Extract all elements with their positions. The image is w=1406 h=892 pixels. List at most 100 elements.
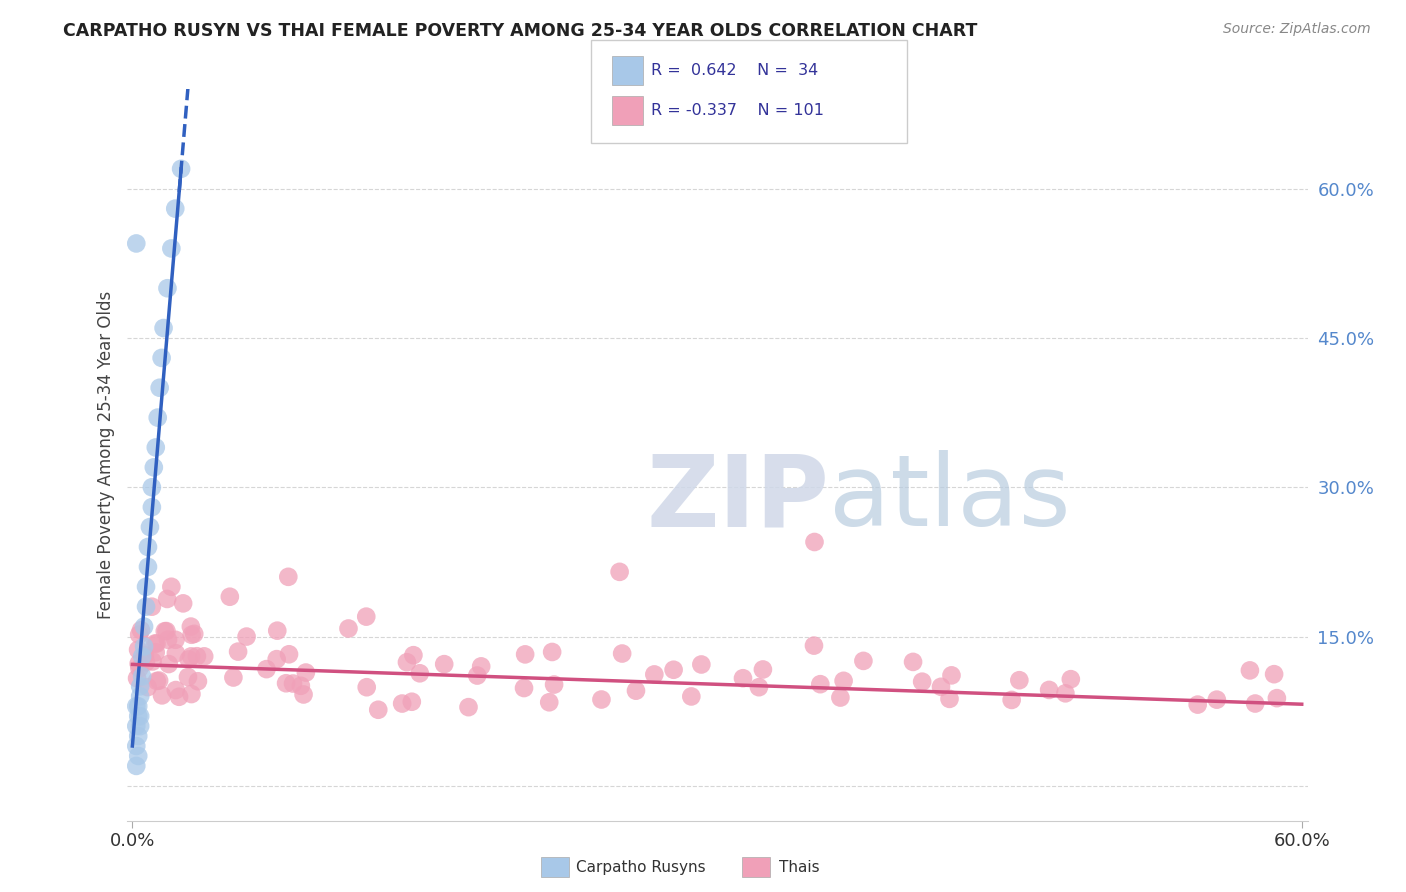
Point	[830, 690, 852, 705]
Point	[681, 690, 703, 704]
Point	[160, 242, 183, 256]
Point	[832, 673, 855, 688]
Point	[274, 676, 297, 690]
Point	[145, 636, 167, 650]
Point	[127, 748, 149, 763]
Point	[731, 671, 754, 685]
Point	[290, 679, 312, 693]
Point	[129, 623, 152, 637]
Point	[172, 596, 194, 610]
Point	[395, 655, 418, 669]
Point	[610, 647, 633, 661]
Point	[277, 570, 299, 584]
Point	[1054, 686, 1077, 700]
Point	[129, 709, 152, 723]
Point	[125, 719, 148, 733]
Point	[295, 665, 318, 680]
Point	[433, 657, 456, 672]
Point	[149, 381, 172, 395]
Point	[156, 281, 179, 295]
Point	[165, 202, 187, 216]
Point	[218, 590, 240, 604]
Point	[278, 647, 301, 661]
Point	[128, 661, 150, 675]
Point	[256, 662, 278, 676]
Y-axis label: Female Poverty Among 25-34 Year Olds: Female Poverty Among 25-34 Year Olds	[97, 291, 115, 619]
Point	[690, 657, 713, 672]
Point	[150, 689, 173, 703]
Point	[748, 680, 770, 694]
Point	[145, 645, 167, 659]
Point	[157, 657, 180, 671]
Point	[141, 599, 163, 614]
Text: ZIP: ZIP	[647, 450, 830, 548]
Point	[127, 729, 149, 743]
Point	[938, 691, 960, 706]
Point	[402, 648, 425, 663]
Point	[235, 630, 257, 644]
Point	[129, 719, 152, 733]
Point	[129, 679, 152, 693]
Point	[1038, 682, 1060, 697]
Point	[1001, 693, 1024, 707]
Point	[141, 480, 163, 494]
Point	[142, 655, 165, 669]
Point	[1239, 664, 1261, 678]
Text: R =  0.642    N =  34: R = 0.642 N = 34	[651, 63, 818, 78]
Point	[132, 619, 155, 633]
Point	[1244, 697, 1267, 711]
Point	[127, 709, 149, 723]
Text: Thais: Thais	[779, 860, 820, 874]
Point	[911, 674, 934, 689]
Point	[132, 640, 155, 654]
Text: CARPATHO RUSYN VS THAI FEMALE POVERTY AMONG 25-34 YEAR OLDS CORRELATION CHART: CARPATHO RUSYN VS THAI FEMALE POVERTY AM…	[63, 22, 977, 40]
Point	[222, 671, 245, 685]
Point	[142, 460, 165, 475]
Point	[135, 580, 157, 594]
Point	[609, 565, 631, 579]
Point	[541, 645, 564, 659]
Point	[803, 639, 825, 653]
Point	[157, 632, 180, 647]
Point	[803, 535, 825, 549]
Point	[226, 644, 249, 658]
Point	[141, 500, 163, 515]
Point	[543, 677, 565, 691]
Point	[183, 627, 205, 641]
Text: R = -0.337    N = 101: R = -0.337 N = 101	[651, 103, 824, 118]
Point	[146, 673, 169, 688]
Point	[180, 687, 202, 701]
Point	[187, 674, 209, 689]
Point	[167, 690, 190, 704]
Point	[391, 697, 413, 711]
Point	[145, 441, 167, 455]
Point	[125, 236, 148, 251]
Point	[1263, 667, 1285, 681]
Point	[354, 609, 377, 624]
Text: Carpatho Rusyns: Carpatho Rusyns	[576, 860, 706, 874]
Point	[1265, 691, 1288, 706]
Point	[1008, 673, 1031, 688]
Point	[177, 670, 200, 684]
Point	[281, 676, 304, 690]
Point	[465, 668, 488, 682]
Point	[538, 695, 561, 709]
Point	[401, 695, 423, 709]
Point	[515, 648, 537, 662]
Point	[808, 677, 831, 691]
Point	[152, 321, 174, 335]
Point	[337, 622, 360, 636]
Point	[165, 632, 187, 647]
Point	[153, 624, 176, 639]
Point	[135, 655, 157, 669]
Point	[125, 699, 148, 714]
Point	[513, 681, 536, 695]
Point	[457, 700, 479, 714]
Point	[180, 628, 202, 642]
Point	[125, 671, 148, 685]
Point	[136, 560, 159, 574]
Point	[292, 688, 315, 702]
Point	[135, 599, 157, 614]
Point	[170, 161, 193, 176]
Point	[624, 683, 647, 698]
